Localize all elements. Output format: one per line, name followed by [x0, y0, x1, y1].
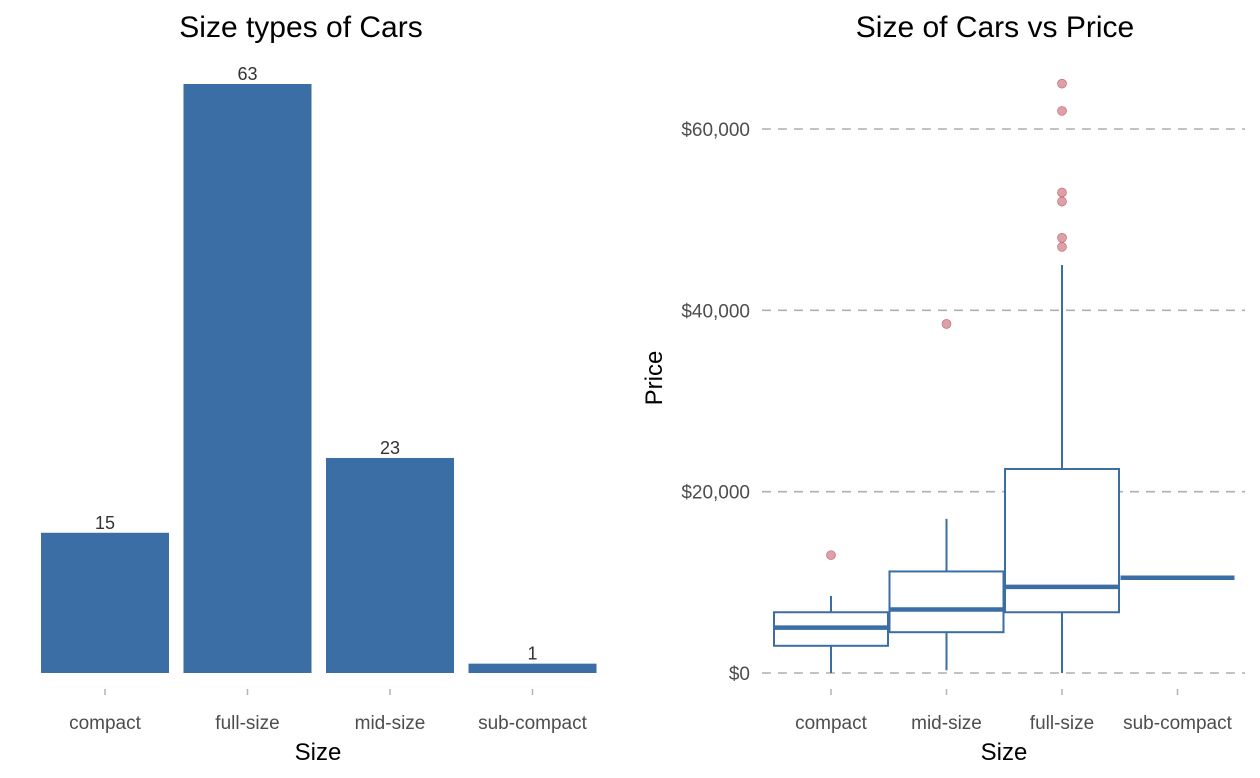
- bar-compact: [41, 532, 169, 673]
- box-mid-size: [888, 319, 1005, 671]
- bar-x-tick-label-compact: compact: [69, 713, 142, 734]
- box-y-tick-label-20000: $20,000: [681, 483, 750, 504]
- box-plot-gridlines: [762, 128, 1245, 674]
- box-y-tick-label-40000: $40,000: [681, 301, 750, 322]
- box-x-tick-label-sub-compact: sub-compact: [1123, 713, 1232, 734]
- box-iqr-mid-size: [888, 570, 1005, 634]
- bar-chart-bars: 15 63 23 1: [41, 64, 597, 673]
- bar-value-label-full-size: 63: [237, 64, 257, 84]
- box-outlier-compact-0: [826, 550, 836, 560]
- box-x-tick-label-compact: compact: [795, 713, 868, 734]
- box-full-size: [1004, 78, 1120, 673]
- box-outlier-full-size-2: [1057, 196, 1067, 207]
- box-plot-boxes: [773, 78, 1235, 673]
- bar-x-tick-label-full-size: full-size: [215, 713, 279, 734]
- bar-chart-title: Size types of Cars: [179, 11, 422, 44]
- bar-value-label-mid-size: 23: [380, 438, 400, 458]
- bar-chart-x-axis-title: Size: [295, 739, 342, 766]
- bar-value-label-sub-compact: 1: [527, 644, 537, 664]
- box-y-tick-label-60000: $60,000: [681, 120, 750, 141]
- box-iqr-full-size: [1004, 468, 1120, 614]
- box-x-tick-label-full-size: full-size: [1030, 713, 1094, 734]
- box-compact: [773, 550, 889, 673]
- box-outlier-full-size-1: [1057, 233, 1067, 243]
- box-plot-x-axis-title: Size: [981, 739, 1028, 766]
- box-outlier-full-size-0: [1057, 242, 1067, 252]
- box-outlier-full-size-4: [1057, 106, 1067, 116]
- box-plot-panel: Size of Cars vs Price $0 $20,000 $40,000 $6…: [641, 11, 1245, 766]
- bar-x-tick-label-mid-size: mid-size: [355, 713, 426, 734]
- bar-chart-panel: Size types of Cars 15 63 23 1 compact full-s…: [41, 11, 597, 766]
- box-x-tick-label-mid-size: mid-size: [911, 713, 982, 734]
- box-plot-y-axis: $0 $20,000 $40,000 $60,000: [681, 120, 750, 685]
- bar-x-tick-label-sub-compact: sub-compact: [478, 713, 587, 734]
- box-plot-x-axis: compact mid-size full-size sub-compact: [795, 689, 1233, 734]
- bar-value-label-compact: 15: [95, 513, 115, 533]
- box-outlier-full-size-5: [1057, 78, 1067, 89]
- bar-full-size: [183, 84, 312, 673]
- box-plot-y-axis-title: Price: [641, 351, 668, 406]
- bar-sub-compact: [468, 663, 597, 673]
- box-y-tick-label-0: $0: [729, 664, 750, 685]
- box-outlier-mid-size-0: [941, 319, 952, 329]
- box-outlier-full-size-3: [1057, 187, 1067, 198]
- box-plot-title: Size of Cars vs Price: [856, 11, 1134, 44]
- bar-mid-size: [326, 457, 454, 673]
- bar-chart-x-axis: compact full-size mid-size sub-compact: [69, 689, 588, 734]
